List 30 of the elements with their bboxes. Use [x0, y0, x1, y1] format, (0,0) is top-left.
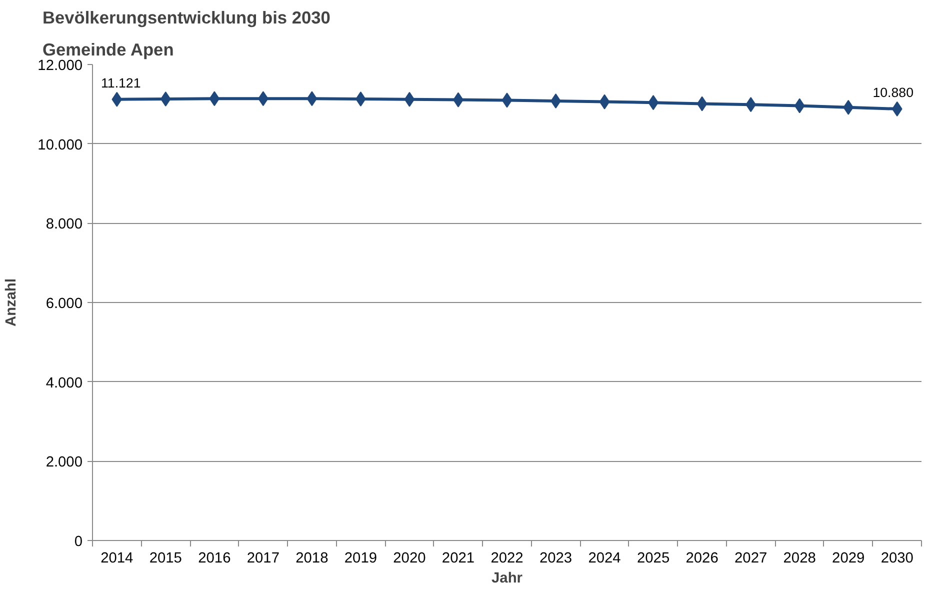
y-axis-title: Anzahl: [4, 278, 20, 327]
y-tick-label: 8.000: [46, 216, 83, 233]
y-tick-label: 0: [74, 534, 83, 550]
x-tick-label: 2027: [734, 550, 768, 566]
chart-title: Bevölkerungsentwicklung bis 2030: [42, 8, 330, 28]
x-tick-label: 2026: [686, 550, 718, 566]
x-tick-label: 2015: [149, 550, 182, 566]
x-tick-label: 2018: [296, 550, 328, 566]
x-axis-title: Jahr: [492, 570, 523, 586]
x-tick-label: 2028: [783, 550, 816, 566]
y-tick-label: 4.000: [46, 375, 83, 392]
data-label: 11.121: [100, 75, 141, 90]
x-tick-label: 2019: [344, 550, 378, 566]
x-tick-label: 2020: [393, 550, 426, 566]
y-tick-label: 6.000: [46, 296, 83, 312]
x-tick-label: 2017: [246, 550, 280, 566]
x-tick-label: 2024: [588, 550, 621, 566]
chart-subtitle: Gemeinde Apen: [42, 40, 174, 60]
x-tick-label: 2014: [100, 550, 134, 566]
x-tick-label: 2023: [539, 550, 572, 566]
x-tick-label: 2022: [490, 550, 524, 566]
data-label: 10.880: [872, 84, 914, 100]
x-tick-label: 2030: [880, 550, 914, 566]
x-tick-label: 2016: [198, 550, 231, 566]
y-tick-label: 12.000: [38, 58, 82, 74]
y-tick-label: 2.000: [46, 454, 83, 471]
x-tick-label: 2029: [832, 550, 865, 566]
x-tick-label: 2025: [636, 550, 670, 566]
y-tick-label: 10.000: [38, 137, 82, 154]
x-tick-label: 2021: [442, 550, 475, 566]
